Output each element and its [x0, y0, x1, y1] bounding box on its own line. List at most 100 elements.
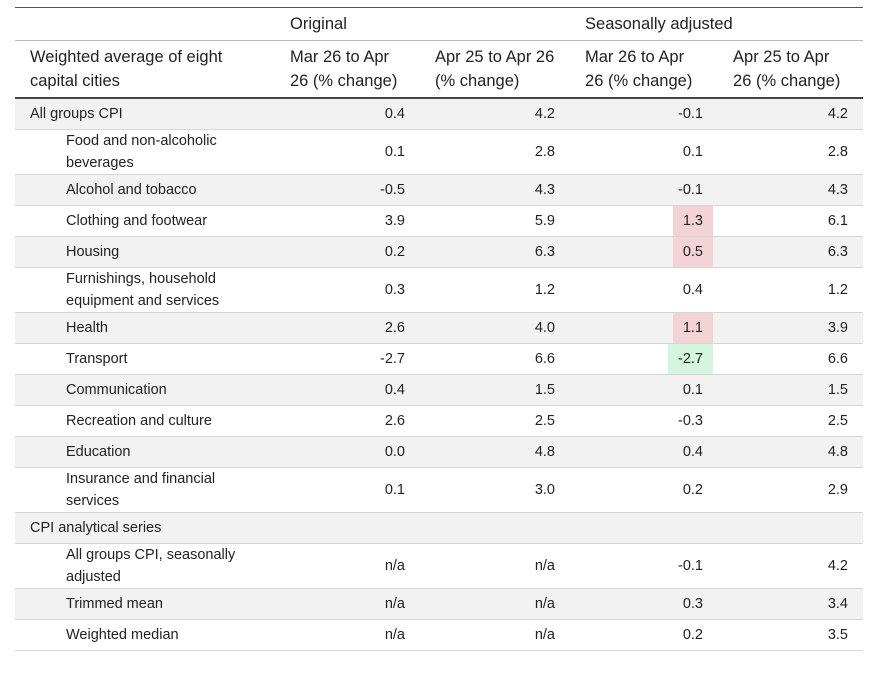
- value-cell: 0.1: [570, 129, 719, 175]
- value-cell: 4.8: [420, 436, 571, 468]
- value-cell: 6.3: [420, 236, 571, 268]
- value-cell: 0.3: [275, 267, 420, 313]
- value-cell: 3.9: [275, 205, 420, 237]
- row-label: Transport: [15, 343, 275, 375]
- data-row: Food and non-alcoholic beverages 0.1 2.8 0.…: [15, 129, 864, 175]
- value-cell: -0.1: [570, 98, 719, 130]
- row-label: All groups CPI, seasonally adjusted: [15, 543, 275, 589]
- data-row: Furnishings, household equipment and ser…: [15, 267, 864, 313]
- row-label: Weighted median: [15, 619, 275, 651]
- column-header: Apr 25 to Apr 26 (% change): [420, 40, 571, 99]
- value-cell: 4.3: [718, 174, 864, 206]
- column-header: Mar 26 to Apr 26 (% change): [275, 40, 420, 99]
- row-label: Alcohol and tobacco: [15, 174, 275, 206]
- value-cell: 3.0: [420, 467, 571, 513]
- value-cell: 0.4: [275, 374, 420, 406]
- value-cell: 1.2: [718, 267, 864, 313]
- value-cell: n/a: [420, 588, 571, 620]
- section-row: CPI analytical series: [15, 512, 864, 544]
- value-cell: n/a: [275, 543, 420, 589]
- value-cell: 0.1: [275, 129, 420, 175]
- data-row: Health 2.6 4.0 1.1 3.9: [15, 312, 864, 344]
- empty-header: [15, 7, 275, 41]
- value-cell: 4.2: [718, 543, 864, 589]
- value-cell: 1.5: [420, 374, 571, 406]
- row-label: Trimmed mean: [15, 588, 275, 620]
- value-cell: 3.9: [718, 312, 864, 344]
- data-row: Transport -2.7 6.6 -2.7 6.6: [15, 343, 864, 375]
- row-label: Furnishings, household equipment and ser…: [15, 267, 275, 313]
- cpi-table: Original Seasonally adjusted Weighted av…: [15, 7, 864, 651]
- value-cell: 2.5: [420, 405, 571, 437]
- data-row: Trimmed mean n/a n/a 0.3 3.4: [15, 588, 864, 620]
- data-row: Communication 0.4 1.5 0.1 1.5: [15, 374, 864, 406]
- value-cell: 1.2: [420, 267, 571, 313]
- data-row: Education 0.0 4.8 0.4 4.8: [15, 436, 864, 468]
- section-label: CPI analytical series: [15, 512, 864, 544]
- row-label: Food and non-alcoholic beverages: [15, 129, 275, 175]
- value-cell: 0.4: [570, 267, 719, 313]
- value-cell: 3.4: [718, 588, 864, 620]
- value-cell: 6.6: [420, 343, 571, 375]
- value-cell: 1.5: [718, 374, 864, 406]
- value-cell: -0.1: [570, 543, 719, 589]
- value-cell: 2.6: [275, 405, 420, 437]
- data-row: Weighted median n/a n/a 0.2 3.5: [15, 619, 864, 651]
- value-cell: 1.1: [570, 312, 719, 344]
- value-cell: 2.6: [275, 312, 420, 344]
- value-cell: -0.5: [275, 174, 420, 206]
- data-row: Clothing and footwear 3.9 5.9 1.3 6.1: [15, 205, 864, 237]
- value-cell: 0.2: [275, 236, 420, 268]
- value-cell: 3.5: [718, 619, 864, 651]
- value-cell: 6.6: [718, 343, 864, 375]
- table-head: Original Seasonally adjusted Weighted av…: [15, 7, 864, 99]
- value-cell: 6.1: [718, 205, 864, 237]
- value-cell: 2.9: [718, 467, 864, 513]
- column-header: Weighted average of eight capital cities: [15, 40, 275, 99]
- data-row: Recreation and culture 2.6 2.5 -0.3 2.5: [15, 405, 864, 437]
- group-header: Seasonally adjusted: [570, 7, 864, 41]
- value-cell: n/a: [275, 588, 420, 620]
- value-cell: 4.2: [420, 98, 571, 130]
- highlighted-value: 0.5: [672, 237, 714, 267]
- row-label: Recreation and culture: [15, 405, 275, 437]
- value-cell: n/a: [275, 619, 420, 651]
- value-cell: 4.8: [718, 436, 864, 468]
- value-cell: 0.0: [275, 436, 420, 468]
- group-header: Original: [275, 7, 571, 41]
- highlighted-value: 1.1: [672, 313, 714, 343]
- row-label: Clothing and footwear: [15, 205, 275, 237]
- data-row: All groups CPI 0.4 4.2 -0.1 4.2: [15, 98, 864, 130]
- row-label: All groups CPI: [15, 98, 275, 130]
- value-cell: 4.2: [718, 98, 864, 130]
- value-cell: n/a: [420, 619, 571, 651]
- value-cell: 0.3: [570, 588, 719, 620]
- data-row: Housing 0.2 6.3 0.5 6.3: [15, 236, 864, 268]
- value-cell: 2.8: [718, 129, 864, 175]
- value-cell: 2.5: [718, 405, 864, 437]
- group-header-row: Original Seasonally adjusted: [15, 7, 864, 41]
- value-cell: -2.7: [570, 343, 719, 375]
- value-cell: -0.3: [570, 405, 719, 437]
- value-cell: 5.9: [420, 205, 571, 237]
- row-label: Housing: [15, 236, 275, 268]
- table-body: All groups CPI 0.4 4.2 -0.1 4.2 Food and non-…: [15, 98, 864, 651]
- row-label: Insurance and financial services: [15, 467, 275, 513]
- column-header-row: Weighted average of eight capital cities…: [15, 40, 864, 99]
- highlighted-value: -2.7: [668, 344, 714, 374]
- value-cell: 0.4: [275, 98, 420, 130]
- data-row: Alcohol and tobacco -0.5 4.3 -0.1 4.3: [15, 174, 864, 206]
- value-cell: -0.1: [570, 174, 719, 206]
- row-label: Health: [15, 312, 275, 344]
- value-cell: 2.8: [420, 129, 571, 175]
- value-cell: 1.3: [570, 205, 719, 237]
- row-label: Communication: [15, 374, 275, 406]
- column-header: Apr 25 to Apr 26 (% change): [718, 40, 864, 99]
- value-cell: 0.5: [570, 236, 719, 268]
- highlighted-value: 1.3: [672, 206, 714, 236]
- value-cell: 0.4: [570, 436, 719, 468]
- value-cell: 6.3: [718, 236, 864, 268]
- value-cell: 0.2: [570, 467, 719, 513]
- row-label: Education: [15, 436, 275, 468]
